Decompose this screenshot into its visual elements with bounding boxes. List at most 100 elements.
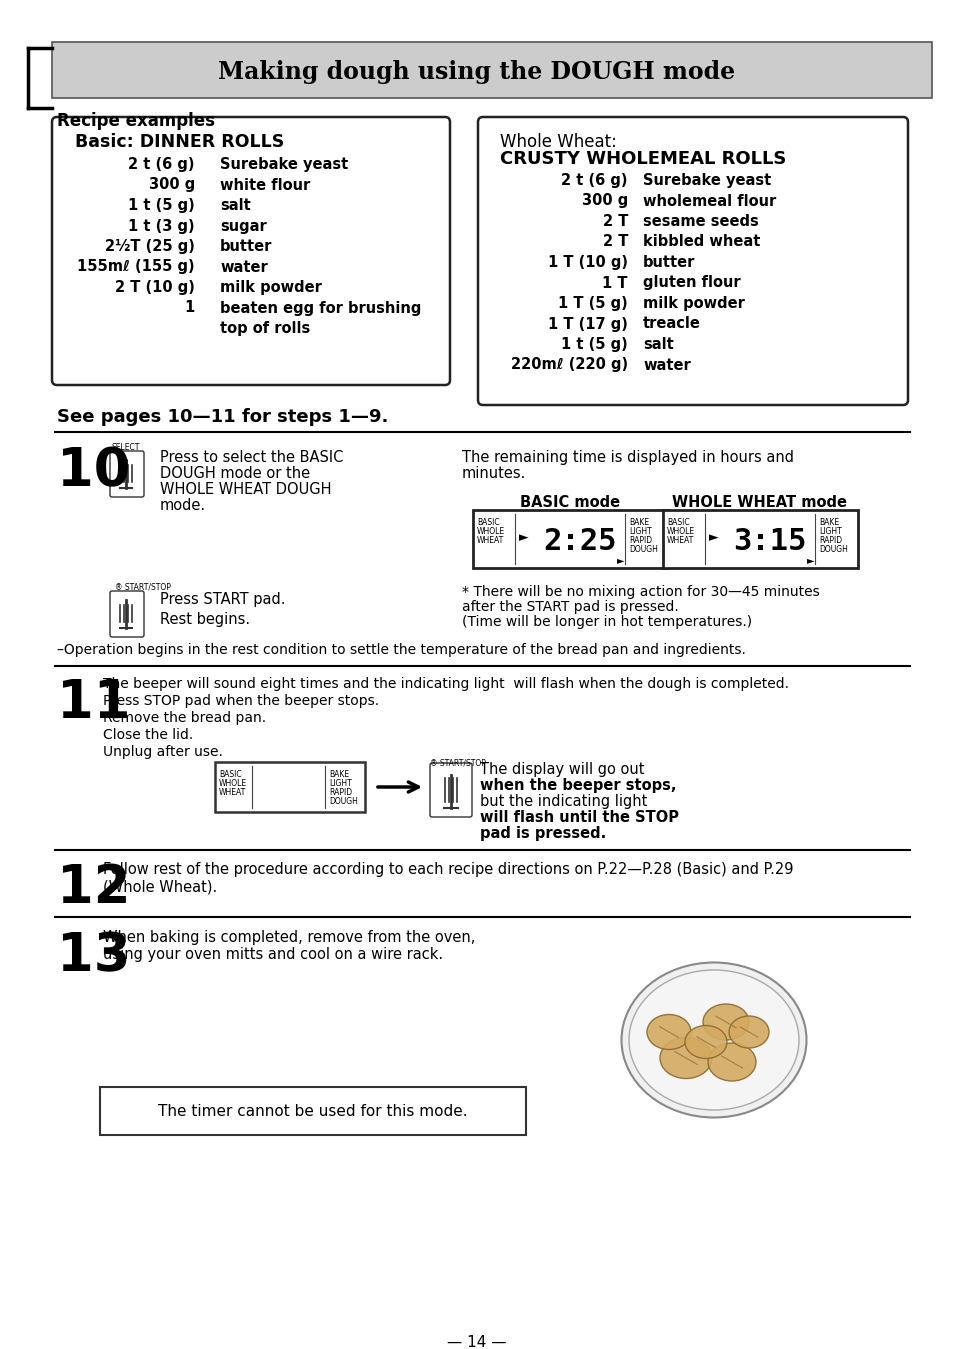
Text: SELECT: SELECT: [112, 442, 140, 452]
Text: * There will be no mixing action for 30—45 minutes: * There will be no mixing action for 30—…: [461, 585, 819, 599]
Text: LIGHT: LIGHT: [329, 778, 352, 788]
Ellipse shape: [684, 1025, 726, 1059]
Text: Surebake yeast: Surebake yeast: [220, 156, 348, 173]
Text: 2 t (6 g): 2 t (6 g): [129, 156, 194, 173]
Text: Press START pad.: Press START pad.: [160, 592, 285, 607]
Text: butter: butter: [642, 255, 695, 270]
Text: sugar: sugar: [220, 219, 267, 233]
Text: See pages 10—11 for steps 1—9.: See pages 10—11 for steps 1—9.: [57, 407, 388, 426]
FancyBboxPatch shape: [430, 764, 472, 817]
Text: 2 T: 2 T: [602, 214, 627, 229]
Text: 220mℓ (220 g): 220mℓ (220 g): [511, 357, 627, 372]
Text: treacle: treacle: [642, 317, 700, 332]
Text: LIGHT: LIGHT: [628, 527, 651, 536]
Text: WHEAT: WHEAT: [476, 536, 504, 545]
Text: 11: 11: [57, 677, 131, 728]
Text: ►: ►: [617, 554, 624, 565]
Text: BAKE: BAKE: [818, 518, 839, 527]
Text: DOUGH: DOUGH: [329, 797, 357, 805]
Text: WHEAT: WHEAT: [666, 536, 694, 545]
Text: milk powder: milk powder: [642, 295, 744, 312]
Text: ® START/STOP: ® START/STOP: [430, 758, 485, 768]
Text: DOUGH mode or the: DOUGH mode or the: [160, 465, 310, 482]
Text: ® START/STOP: ® START/STOP: [115, 581, 171, 591]
Text: Making dough using the DOUGH mode: Making dough using the DOUGH mode: [218, 59, 735, 84]
Text: 1 T (5 g): 1 T (5 g): [558, 295, 627, 312]
Text: 1 t (5 g): 1 t (5 g): [560, 337, 627, 352]
Text: BASIC mode: BASIC mode: [519, 495, 619, 510]
Text: BASIC: BASIC: [666, 518, 689, 527]
Text: 1 T (17 g): 1 T (17 g): [548, 317, 627, 332]
Text: salt: salt: [642, 337, 673, 352]
Text: ►: ►: [518, 532, 528, 545]
Text: white flour: white flour: [220, 178, 310, 193]
Text: when the beeper stops,: when the beeper stops,: [479, 778, 676, 793]
Ellipse shape: [659, 1037, 711, 1078]
Text: mode.: mode.: [160, 498, 206, 513]
Text: BASIC: BASIC: [219, 770, 241, 778]
FancyBboxPatch shape: [473, 510, 667, 568]
Text: DOUGH: DOUGH: [628, 545, 658, 554]
FancyBboxPatch shape: [477, 117, 907, 405]
Text: salt: salt: [220, 198, 251, 213]
Text: — 14 —: — 14 —: [447, 1336, 506, 1349]
Text: ►: ►: [806, 554, 814, 565]
FancyBboxPatch shape: [100, 1087, 525, 1135]
Text: –Operation begins in the rest condition to settle the temperature of the bread p: –Operation begins in the rest condition …: [57, 643, 745, 657]
Text: 1 T (10 g): 1 T (10 g): [547, 255, 627, 270]
Text: 155mℓ (155 g): 155mℓ (155 g): [77, 259, 194, 274]
Text: Press STOP pad when the beeper stops.: Press STOP pad when the beeper stops.: [103, 693, 378, 708]
Text: RAPID: RAPID: [818, 536, 841, 545]
Text: Basic: DINNER ROLLS: Basic: DINNER ROLLS: [75, 134, 284, 151]
Text: Press to select the BASIC: Press to select the BASIC: [160, 451, 343, 465]
Text: (Time will be longer in hot temperatures.): (Time will be longer in hot temperatures…: [461, 615, 751, 629]
FancyBboxPatch shape: [52, 42, 931, 98]
Text: 1 t (5 g): 1 t (5 g): [128, 198, 194, 213]
Text: kibbled wheat: kibbled wheat: [642, 235, 760, 250]
Text: (Whole Wheat).: (Whole Wheat).: [103, 880, 217, 894]
Text: 2 T: 2 T: [602, 235, 627, 250]
Text: CRUSTY WHOLEMEAL ROLLS: CRUSTY WHOLEMEAL ROLLS: [499, 150, 785, 169]
Text: BASIC: BASIC: [476, 518, 499, 527]
Text: BAKE: BAKE: [628, 518, 648, 527]
Text: 1 T: 1 T: [602, 275, 627, 290]
Text: WHOLE: WHOLE: [219, 778, 247, 788]
Text: WHOLE: WHOLE: [666, 527, 695, 536]
Text: LIGHT: LIGHT: [818, 527, 841, 536]
Ellipse shape: [728, 1016, 768, 1048]
FancyBboxPatch shape: [110, 591, 144, 637]
Text: 3:15: 3:15: [733, 527, 806, 557]
Text: When baking is completed, remove from the oven,: When baking is completed, remove from th…: [103, 929, 475, 946]
Text: 1 t (3 g): 1 t (3 g): [129, 219, 194, 233]
Text: wholemeal flour: wholemeal flour: [642, 193, 776, 209]
Text: RAPID: RAPID: [329, 788, 352, 797]
Text: WHOLE: WHOLE: [476, 527, 504, 536]
Text: Unplug after use.: Unplug after use.: [103, 745, 223, 759]
Text: gluten flour: gluten flour: [642, 275, 740, 290]
Ellipse shape: [620, 962, 805, 1117]
Text: 2:25: 2:25: [542, 527, 616, 557]
Text: WHOLE WHEAT DOUGH: WHOLE WHEAT DOUGH: [160, 482, 331, 496]
Text: 300 g: 300 g: [149, 178, 194, 193]
Text: 1: 1: [185, 301, 194, 316]
Text: Remove the bread pan.: Remove the bread pan.: [103, 711, 266, 724]
Ellipse shape: [702, 1004, 748, 1040]
Text: will flash until the STOP: will flash until the STOP: [479, 809, 679, 826]
Ellipse shape: [628, 970, 799, 1110]
Text: after the START pad is pressed.: after the START pad is pressed.: [461, 600, 678, 614]
Text: 12: 12: [57, 862, 131, 915]
Text: beaten egg for brushing: beaten egg for brushing: [220, 301, 421, 316]
Text: Recipe examples: Recipe examples: [57, 112, 214, 130]
Text: Rest begins.: Rest begins.: [160, 612, 250, 627]
Text: BAKE: BAKE: [329, 770, 349, 778]
Text: minutes.: minutes.: [461, 465, 526, 482]
Ellipse shape: [707, 1043, 755, 1081]
Text: but the indicating light: but the indicating light: [479, 795, 647, 809]
Text: 2 t (6 g): 2 t (6 g): [561, 173, 627, 188]
Text: 2 T (10 g): 2 T (10 g): [115, 281, 194, 295]
Text: sesame seeds: sesame seeds: [642, 214, 758, 229]
Text: water: water: [220, 259, 268, 274]
Text: 10: 10: [57, 445, 131, 496]
Text: 2½T (25 g): 2½T (25 g): [105, 239, 194, 254]
FancyBboxPatch shape: [214, 762, 365, 812]
